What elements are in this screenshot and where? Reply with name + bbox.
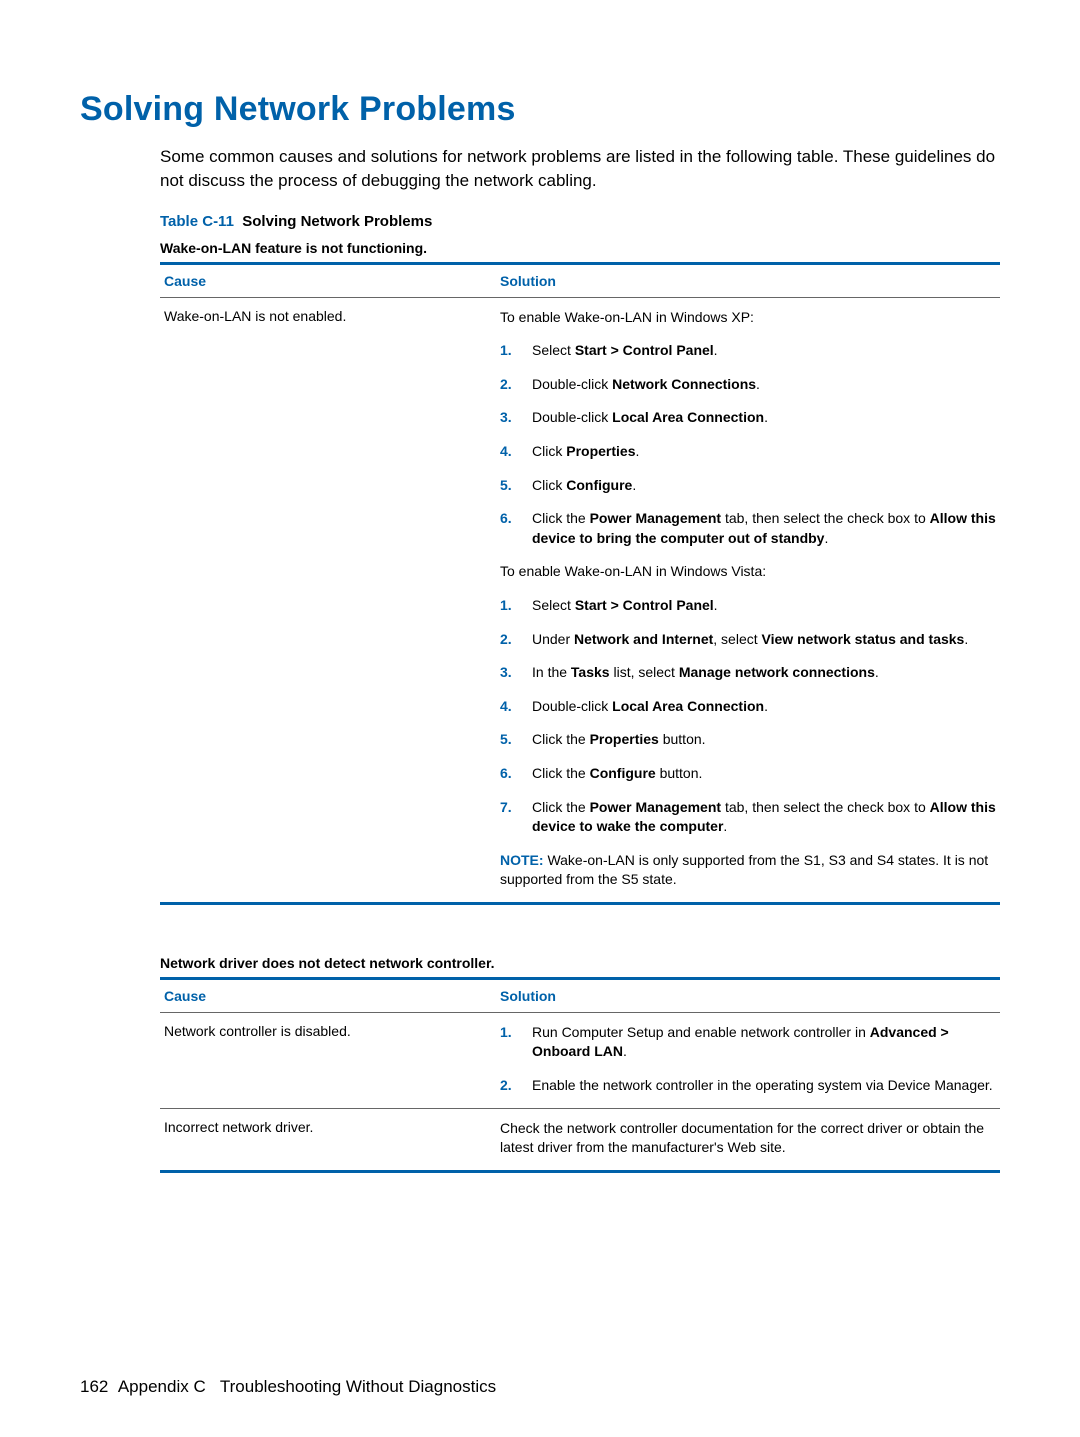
troubleshooting-table: Cause Solution Network controller is dis… <box>160 977 1000 1173</box>
column-header-solution: Solution <box>496 978 1000 1012</box>
content-block: Some common causes and solutions for net… <box>160 145 1000 1173</box>
table-number: Table C-11 <box>160 213 234 230</box>
step-intro: To enable Wake-on-LAN in Windows XP: <box>500 308 996 328</box>
list-item: Click the Properties button. <box>500 730 996 750</box>
note-text: Wake-on-LAN is only supported from the S… <box>500 852 988 888</box>
column-header-cause: Cause <box>160 978 496 1012</box>
document-page: Solving Network Problems Some common cau… <box>0 0 1080 1437</box>
list-item: Click the Configure button. <box>500 764 996 784</box>
cause-cell: Wake-on-LAN is not enabled. <box>160 297 496 903</box>
solution-cell: To enable Wake-on-LAN in Windows XP: Sel… <box>496 297 1000 903</box>
page-number: 162 <box>80 1377 108 1396</box>
list-item: In the Tasks list, select Manage network… <box>500 663 996 683</box>
list-item: Click Properties. <box>500 442 996 462</box>
cause-cell: Network controller is disabled. <box>160 1012 496 1108</box>
list-item: Double-click Network Connections. <box>500 375 996 395</box>
column-header-cause: Cause <box>160 263 496 297</box>
table-row: Wake-on-LAN is not enabled. To enable Wa… <box>160 297 1000 903</box>
solution-cell: Check the network controller documentati… <box>496 1108 1000 1171</box>
appendix-label: Appendix C <box>118 1377 206 1396</box>
step-list-xp: Select Start > Control Panel. Double-cli… <box>500 341 996 548</box>
list-item: Under Network and Internet, select View … <box>500 630 996 650</box>
list-item: Click the Power Management tab, then sel… <box>500 509 996 548</box>
list-item: Enable the network controller in the ope… <box>500 1076 996 1096</box>
list-item: Run Computer Setup and enable network co… <box>500 1023 996 1062</box>
problem-title: Wake-on-LAN feature is not functioning. <box>160 240 1000 256</box>
step-intro: To enable Wake-on-LAN in Windows Vista: <box>500 562 996 582</box>
troubleshooting-table: Cause Solution Wake-on-LAN is not enable… <box>160 262 1000 905</box>
table-row: Network controller is disabled. Run Comp… <box>160 1012 1000 1108</box>
list-item: Double-click Local Area Connection. <box>500 697 996 717</box>
page-footer: 162 Appendix C Troubleshooting Without D… <box>80 1377 496 1397</box>
list-item: Select Start > Control Panel. <box>500 596 996 616</box>
section-title: Solving Network Problems <box>80 90 1000 129</box>
list-item: Click the Power Management tab, then sel… <box>500 798 996 837</box>
chapter-label: Troubleshooting Without Diagnostics <box>220 1377 496 1396</box>
column-header-solution: Solution <box>496 263 1000 297</box>
problem-title: Network driver does not detect network c… <box>160 955 1000 971</box>
table-caption: Table C-11 Solving Network Problems <box>160 213 1000 230</box>
step-list-vista: Select Start > Control Panel. Under Netw… <box>500 596 996 837</box>
intro-paragraph: Some common causes and solutions for net… <box>160 145 1000 193</box>
note-label: NOTE: <box>500 852 544 868</box>
list-item: Double-click Local Area Connection. <box>500 408 996 428</box>
list-item: Select Start > Control Panel. <box>500 341 996 361</box>
note: NOTE: Wake-on-LAN is only supported from… <box>500 851 996 890</box>
step-list: Run Computer Setup and enable network co… <box>500 1023 996 1096</box>
table-row: Incorrect network driver. Check the netw… <box>160 1108 1000 1171</box>
solution-cell: Run Computer Setup and enable network co… <box>496 1012 1000 1108</box>
table-name: Solving Network Problems <box>242 213 432 230</box>
list-item: Click Configure. <box>500 476 996 496</box>
cause-cell: Incorrect network driver. <box>160 1108 496 1171</box>
